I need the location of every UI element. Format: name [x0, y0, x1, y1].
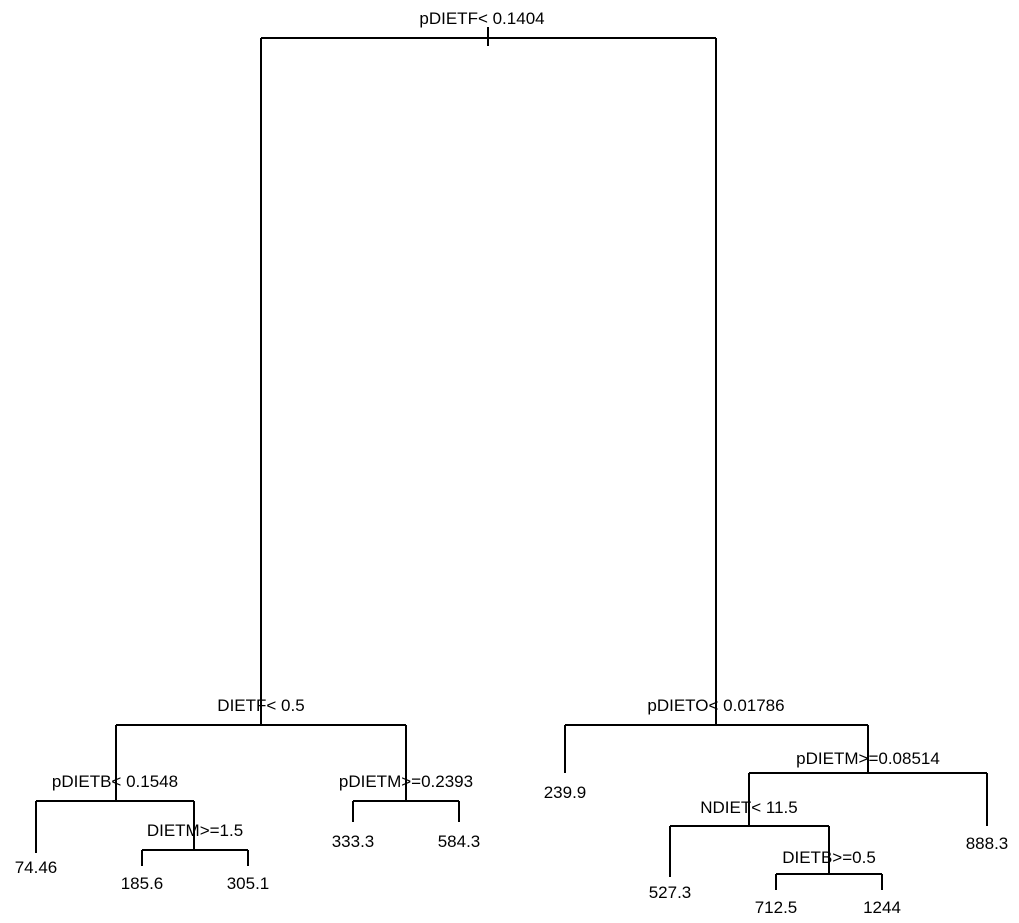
tree-labels: pDIETF< 0.1404 DIETF< 0.5 pDIETB< 0.1548… [15, 9, 1009, 917]
leaf-value: 888.3 [966, 834, 1009, 853]
split-label-ndiet: NDIET< 11.5 [700, 798, 797, 817]
split-label-dietb: DIETB>=0.5 [782, 848, 876, 867]
split-label-dietm: DIETM>=1.5 [147, 821, 243, 840]
split-label-pdietm-0.08514: pDIETM>=0.08514 [796, 749, 940, 768]
leaf-value: 305.1 [227, 874, 270, 893]
split-label-pdieto: pDIETO< 0.01786 [647, 696, 784, 715]
leaf-value: 1244 [863, 898, 901, 917]
leaf-value: 239.9 [544, 783, 587, 802]
leaf-value: 185.6 [121, 874, 164, 893]
split-label-pdietb: pDIETB< 0.1548 [52, 772, 178, 791]
leaf-value: 333.3 [332, 832, 375, 851]
leaf-value: 527.3 [649, 883, 692, 902]
leaf-value: 74.46 [15, 858, 58, 877]
leaf-value: 712.5 [755, 898, 798, 917]
split-label-dietf: DIETF< 0.5 [217, 696, 304, 715]
split-label-root: pDIETF< 0.1404 [419, 9, 544, 28]
tree-edges [35, 27, 988, 890]
leaf-value: 584.3 [438, 832, 481, 851]
split-label-pdietm-0.2393: pDIETM>=0.2393 [339, 772, 473, 791]
